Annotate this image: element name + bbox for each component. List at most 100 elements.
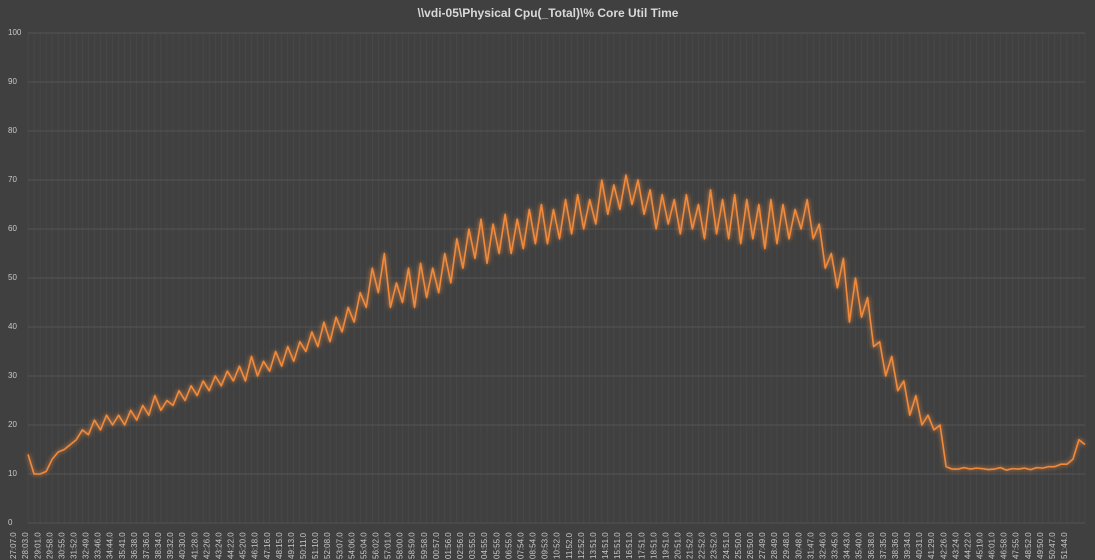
- x-tick-label: 02:56.0: [456, 532, 465, 559]
- x-tick-label: 50:47.0: [1048, 532, 1057, 559]
- x-tick-label: 19:51.0: [661, 532, 670, 559]
- x-tick-label: 12:52.0: [577, 532, 586, 559]
- x-tick-label: 07:54.0: [516, 532, 525, 559]
- x-tick-label: 28:03.0: [21, 532, 30, 559]
- x-tick-label: 29:48.0: [782, 532, 791, 559]
- x-tick-label: 41:29.0: [927, 532, 936, 559]
- x-tick-label: 49:13.0: [287, 532, 296, 559]
- y-tick-label: 20: [8, 420, 17, 429]
- x-tick-label: 51:10.0: [311, 532, 320, 559]
- x-tick-label: 37:35.0: [879, 532, 888, 559]
- x-tick-label: 43:24.0: [214, 532, 223, 559]
- x-tick-label: 05:55.0: [492, 532, 501, 559]
- x-tick-label: 17:51.0: [637, 532, 646, 559]
- y-tick-label: 10: [8, 469, 17, 478]
- x-tick-label: 13:51.0: [589, 532, 598, 559]
- x-tick-label: 55:04.0: [359, 532, 368, 559]
- y-tick-label: 0: [8, 518, 13, 527]
- x-tick-label: 44:22.0: [963, 532, 972, 559]
- x-tick-label: 48:15.0: [275, 532, 284, 559]
- x-tick-label: 42:26.0: [202, 532, 211, 559]
- x-tick-label: 54:06.0: [347, 532, 356, 559]
- x-tick-label: 45:19.0: [976, 532, 985, 559]
- x-tick-label: 50:11.0: [299, 532, 308, 559]
- y-tick-label: 100: [8, 28, 22, 37]
- x-tick-label: 40:30.0: [178, 532, 187, 559]
- x-tick-label: 16:51.0: [625, 532, 634, 559]
- x-tick-label: 46:18.0: [251, 532, 260, 559]
- x-tick-label: 25:50.0: [734, 532, 743, 559]
- x-tick-label: 45:20.0: [239, 532, 248, 559]
- x-tick-label: 31:47.0: [806, 532, 815, 559]
- x-tick-label: 39:32.0: [166, 532, 175, 559]
- x-tick-label: 36:38.0: [867, 532, 876, 559]
- x-tick-label: 26:50.0: [746, 532, 755, 559]
- y-tick-label: 30: [8, 371, 17, 380]
- x-tick-label: 30:48.0: [794, 532, 803, 559]
- x-tick-label: 10:52.0: [553, 532, 562, 559]
- x-tick-label: 38:36.0: [891, 532, 900, 559]
- x-tick-label: 47:55.0: [1012, 532, 1021, 559]
- x-tick-label: 24:51.0: [722, 532, 731, 559]
- x-tick-label: 42:26.0: [939, 532, 948, 559]
- x-tick-label: 20:51.0: [674, 532, 683, 559]
- x-tick-label: 03:55.0: [468, 532, 477, 559]
- x-tick-label: 14:51.0: [601, 532, 610, 559]
- x-tick-label: 04:55.0: [480, 532, 489, 559]
- x-tick-label: 41:28.0: [190, 532, 199, 559]
- x-tick-label: 49:50.0: [1036, 532, 1045, 559]
- x-tick-label: 22:52.0: [698, 532, 707, 559]
- chart-title: \\vdi-05\Physical Cpu(_Total)\% Core Uti…: [418, 6, 679, 20]
- x-tick-label: 59:58.0: [420, 532, 429, 559]
- x-tick-label: 51:44.0: [1060, 532, 1069, 559]
- x-tick-label: 56:02.0: [372, 532, 381, 559]
- x-tick-label: 27:49.0: [758, 532, 767, 559]
- x-tick-label: 46:58.0: [1000, 532, 1009, 559]
- y-tick-label: 60: [8, 224, 17, 233]
- x-tick-label: 43:24.0: [951, 532, 960, 559]
- x-tick-label: 21:52.0: [686, 532, 695, 559]
- x-tick-label: 32:49.0: [82, 532, 91, 559]
- x-tick-label: 27:07.0: [9, 532, 18, 559]
- x-tick-label: 33:46.0: [94, 532, 103, 559]
- x-tick-label: 33:45.0: [831, 532, 840, 559]
- x-tick-label: 35:41.0: [118, 532, 127, 559]
- x-tick-label: 37:36.0: [142, 532, 151, 559]
- series-line: [27, 174, 1086, 475]
- y-tick-label: 70: [8, 175, 17, 184]
- x-tick-label: 53:07.0: [335, 532, 344, 559]
- x-tick-label: 32:46.0: [818, 532, 827, 559]
- x-tick-label: 08:54.0: [529, 532, 538, 559]
- x-tick-label: 35:40.0: [855, 532, 864, 559]
- x-tick-label: 06:55.0: [504, 532, 513, 559]
- x-tick-label: 44:22.0: [227, 532, 236, 559]
- x-tick-label: 48:52.0: [1024, 532, 1033, 559]
- x-tick-label: 47:16.0: [263, 532, 272, 559]
- x-tick-label: 40:31.0: [915, 532, 924, 559]
- x-tick-label: 58:59.0: [408, 532, 417, 559]
- x-tick-label: 36:38.0: [130, 532, 139, 559]
- x-tick-label: 52:08.0: [323, 532, 332, 559]
- x-tick-label: 00:57.0: [432, 532, 441, 559]
- x-tick-label: 29:58.0: [45, 532, 54, 559]
- x-tick-label: 09:53.0: [541, 532, 550, 559]
- y-tick-label: 40: [8, 322, 17, 331]
- x-tick-label: 31:52.0: [70, 532, 79, 559]
- x-tick-label: 23:52.0: [710, 532, 719, 559]
- x-tick-label: 34:44.0: [106, 532, 115, 559]
- y-tick-label: 50: [8, 273, 17, 282]
- x-tick-label: 34:43.0: [843, 532, 852, 559]
- x-tick-label: 30:55.0: [57, 532, 66, 559]
- x-tick-label: 28:49.0: [770, 532, 779, 559]
- x-tick-label: 46:01.0: [988, 532, 997, 559]
- x-tick-label: 15:51.0: [613, 532, 622, 559]
- x-tick-label: 38:34.0: [154, 532, 163, 559]
- x-tick-label: 57:01.0: [384, 532, 393, 559]
- x-tick-label: 58:00.0: [396, 532, 405, 559]
- x-tick-label: 01:56.0: [444, 532, 453, 559]
- x-tick-label: 39:34.0: [903, 532, 912, 559]
- y-tick-label: 80: [8, 126, 17, 135]
- x-tick-label: 29:01.0: [33, 532, 42, 559]
- x-tick-label: 18:51.0: [649, 532, 658, 559]
